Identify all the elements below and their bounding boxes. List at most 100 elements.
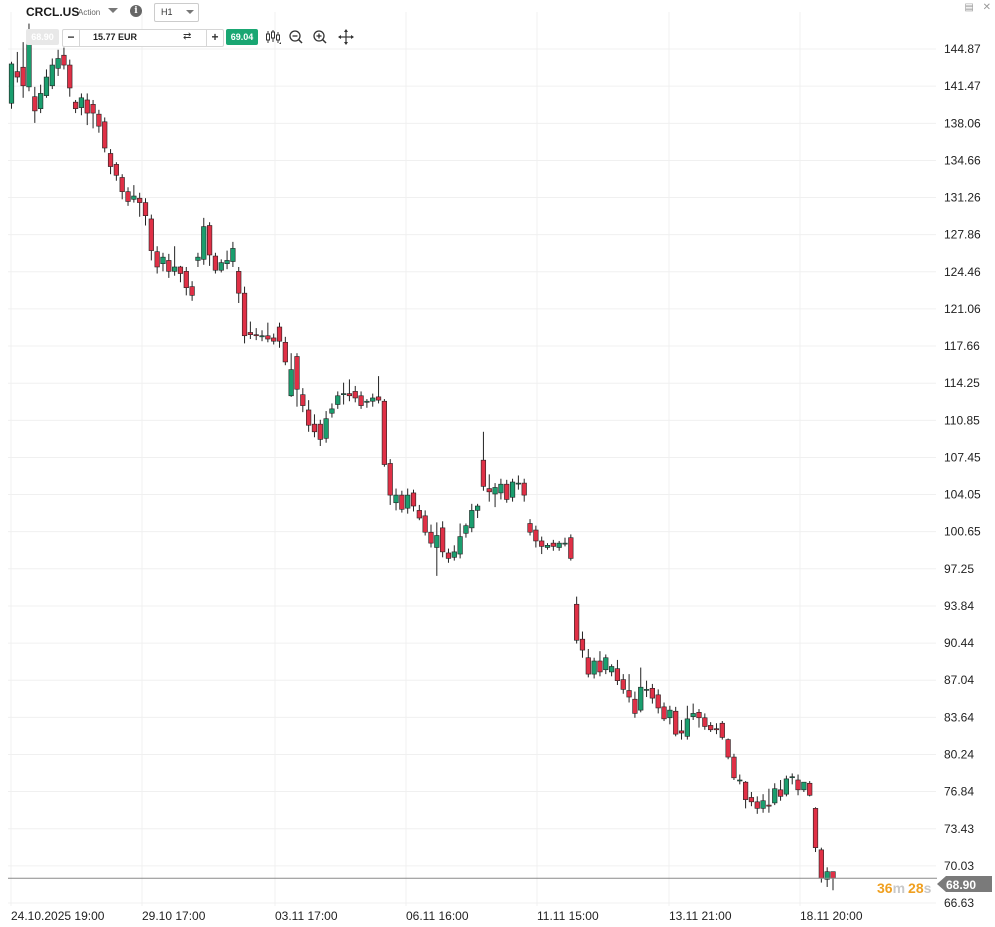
candle — [428, 524, 434, 548]
price-tick-label: 83.64 — [944, 710, 974, 724]
candle — [288, 353, 294, 397]
symbol-name[interactable]: CRCL.US — [26, 5, 80, 19]
candle — [119, 174, 125, 200]
last-price-tag: 68.90 — [937, 876, 992, 892]
price-tick-label: 100.65 — [944, 525, 981, 539]
candle — [381, 399, 387, 467]
candle — [696, 709, 702, 728]
candle — [375, 376, 382, 404]
info-icon[interactable]: i — [130, 5, 142, 17]
candle — [358, 391, 364, 409]
time-tick-label: 06.11 16:00 — [406, 909, 469, 923]
price-tick-label: 70.03 — [944, 859, 974, 873]
candlestick-icon[interactable] — [265, 29, 281, 45]
candle — [96, 109, 102, 133]
price-tick-label: 104.05 — [944, 488, 981, 502]
candle — [568, 534, 574, 561]
candle — [137, 192, 143, 217]
candle — [474, 503, 481, 519]
candle — [300, 388, 306, 413]
candle — [177, 265, 184, 283]
price-tick-label: 93.84 — [944, 599, 974, 613]
candle — [684, 705, 690, 740]
candle — [550, 539, 556, 551]
time-tick-label: 13.11 21:00 — [669, 909, 732, 923]
candle — [737, 774, 743, 785]
candle — [393, 488, 399, 511]
crosshair-icon[interactable] — [338, 29, 354, 45]
candle — [55, 49, 61, 76]
buy-price-button[interactable]: 69.04 — [226, 29, 258, 45]
candle — [725, 738, 731, 760]
price-tick-label: 121.06 — [944, 302, 981, 316]
candle — [533, 525, 539, 548]
candle — [335, 391, 341, 409]
time-tick-label: 24.10.2025 19:00 — [11, 909, 105, 923]
candle — [43, 69, 50, 98]
decrease-amount-button[interactable]: − — [63, 30, 80, 46]
candle — [236, 266, 242, 303]
close-icon[interactable]: ✕ — [982, 2, 991, 13]
candle — [346, 379, 353, 402]
candle — [638, 667, 644, 713]
candle — [399, 490, 405, 513]
candle — [8, 61, 15, 109]
increase-amount-button[interactable]: + — [206, 30, 223, 46]
candle — [253, 328, 259, 341]
price-tick-label: 134.66 — [944, 153, 981, 167]
candle — [241, 286, 248, 344]
price-tick-label: 73.43 — [944, 822, 974, 836]
candle — [265, 322, 271, 343]
candle — [801, 781, 807, 792]
candle — [504, 479, 510, 503]
candle — [61, 47, 67, 70]
candle — [113, 162, 119, 181]
candle — [294, 353, 300, 407]
candle — [282, 336, 288, 366]
chevron-down-icon[interactable] — [108, 8, 118, 13]
amount-value[interactable]: 15.77 EUR — [93, 32, 138, 42]
chart-header: CRCL.US Action i H1 ▤ ✕ — [0, 0, 995, 24]
price-tick-label: 110.85 — [944, 413, 980, 427]
candle — [620, 674, 626, 694]
candle — [469, 503, 475, 533]
chart-grid — [8, 12, 936, 906]
candle — [609, 664, 615, 677]
candle — [364, 399, 370, 408]
timeframe-select[interactable]: H1 — [154, 3, 199, 22]
candle — [271, 333, 277, 345]
candle — [172, 246, 178, 276]
swap-icon[interactable]: ⇄ — [183, 31, 192, 42]
sell-price-button[interactable]: 68.90 — [26, 29, 59, 45]
time-tick-label: 11.11 15:00 — [537, 909, 599, 923]
candle — [195, 252, 201, 267]
candle — [643, 680, 650, 698]
restore-icon[interactable]: ▤ — [964, 2, 974, 13]
amount-stepper[interactable]: − 15.77 EUR ⇄ + — [62, 29, 224, 47]
candle — [766, 788, 772, 813]
price-tick-label: 117.66 — [944, 339, 980, 353]
price-tick-label: 144.87 — [944, 42, 981, 56]
zoom-out-icon[interactable] — [288, 29, 304, 45]
zoom-in-icon[interactable] — [312, 29, 328, 45]
price-tick-label: 90.44 — [944, 636, 974, 650]
candle — [655, 689, 661, 714]
candle — [748, 791, 755, 807]
candle — [754, 796, 760, 814]
symbol-type: Action — [78, 8, 101, 17]
candle — [201, 217, 207, 265]
time-tick-label: 29.10 17:00 — [142, 909, 206, 923]
candle — [667, 705, 673, 725]
candle — [20, 42, 26, 98]
candle — [102, 117, 108, 153]
candle — [224, 250, 230, 270]
candle — [218, 259, 224, 273]
candle — [212, 252, 219, 274]
candle — [574, 596, 580, 644]
candle — [486, 474, 492, 502]
candle — [731, 753, 737, 780]
candle — [777, 779, 784, 801]
candle — [160, 252, 166, 272]
price-axis: 144.87 141.47 138.06 134.66 131.26 127.86 124.… — [944, 42, 981, 910]
